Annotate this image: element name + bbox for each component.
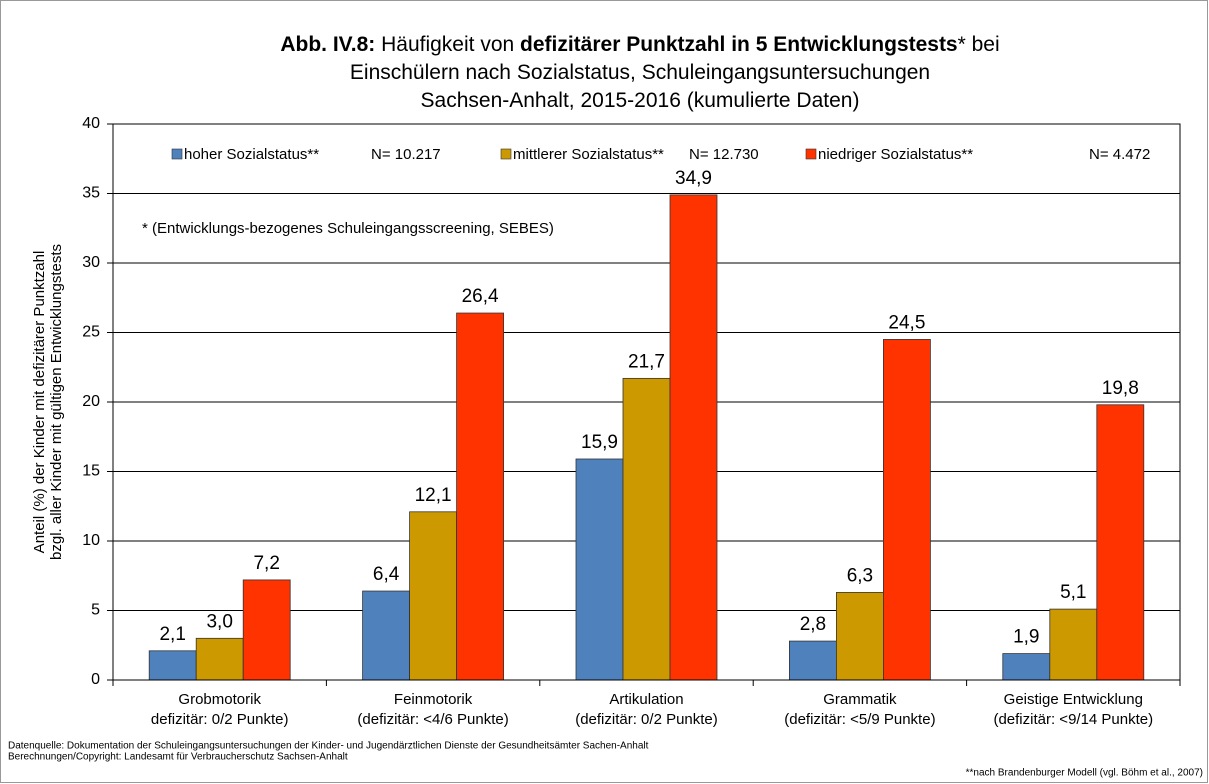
y-axis-label: Anteil (%) der Kinder mit defizitärer Pu… (31, 251, 48, 554)
y-tick-label: 0 (91, 671, 100, 688)
bar (1002, 653, 1051, 681)
bar (575, 458, 624, 681)
chart-title: Sachsen-Anhalt, 2015-2016 (kumulierte Da… (421, 89, 860, 112)
value-label: 6,3 (847, 565, 873, 586)
bar (1096, 404, 1145, 681)
title-part: Einschülern nach Sozialstatus, Schuleing… (350, 61, 930, 84)
title-part: Sachsen-Anhalt, 2015-2016 (kumulierte Da… (421, 89, 860, 112)
bar (456, 312, 505, 681)
value-label: 6,4 (373, 564, 400, 585)
value-label: 1,9 (1013, 627, 1039, 648)
legend-n: N= 4.472 (1089, 146, 1150, 163)
value-label: 2,1 (159, 624, 185, 645)
value-label: 24,5 (888, 312, 925, 333)
legend-label: niedriger Sozialstatus** (818, 146, 973, 163)
bar (789, 640, 837, 681)
y-tick-label: 40 (82, 115, 100, 132)
bar (836, 592, 884, 681)
bar (195, 637, 244, 681)
title-part: * bei (958, 33, 1000, 56)
plot-border (112, 123, 1181, 681)
x-tick-label: (defizitär: <9/14 Punkte) (993, 711, 1153, 728)
x-tick-label: Grammatik (823, 691, 897, 708)
value-label: 26,4 (462, 286, 499, 307)
bar (409, 511, 458, 681)
x-tick-label: (defizitär: 0/2 Punkte) (575, 711, 718, 728)
value-label: 5,1 (1060, 582, 1086, 603)
legend-n: N= 10.217 (371, 146, 441, 163)
y-tick-label: 25 (82, 324, 100, 341)
x-tick-label: (defizitär: <5/9 Punkte) (784, 711, 935, 728)
y-tick-label: 20 (82, 393, 100, 410)
y-axis-label: bzgl. aller Kinder mit gültigen Entwickl… (48, 244, 65, 560)
bar (148, 650, 197, 681)
bar (1049, 608, 1098, 681)
value-label: 3,0 (206, 611, 232, 632)
value-label: 15,9 (581, 432, 618, 453)
legend-swatch (805, 148, 817, 160)
bar (362, 590, 411, 681)
value-label: 12,1 (415, 485, 452, 506)
y-tick-label: 30 (82, 254, 100, 271)
value-label: 2,8 (800, 614, 826, 635)
x-tick-label: defizitär: 0/2 Punkte) (151, 711, 289, 728)
value-label: 34,9 (675, 168, 712, 189)
y-tick-label: 10 (82, 532, 100, 549)
bar (622, 377, 671, 681)
chart-title: Abb. IV.8: Häufigkeit von defizitärer Pu… (280, 33, 999, 56)
x-tick-label: Artikulation (609, 691, 683, 708)
legend-swatch (171, 148, 183, 160)
footer-note: Berechnungen/Copyright: Landesamt für Ve… (8, 752, 348, 763)
footer-note: **nach Brandenburger Modell (vgl. Böhm e… (966, 768, 1203, 779)
bar (669, 194, 718, 681)
x-tick-label: Grobmotorik (178, 691, 261, 708)
y-tick-label: 5 (91, 602, 100, 619)
y-tick-label: 35 (82, 185, 100, 202)
title-part: defizitärer Punktzahl in 5 Entwicklungst… (520, 33, 958, 56)
bar (242, 579, 291, 681)
value-label: 21,7 (628, 351, 665, 372)
chart-title: Einschülern nach Sozialstatus, Schuleing… (350, 61, 930, 84)
value-label: 19,8 (1102, 378, 1139, 399)
x-tick-label: Feinmotorik (394, 691, 473, 708)
value-label: 7,2 (253, 553, 279, 574)
annotation: * (Entwicklungs-bezogenes Schuleingangss… (142, 220, 554, 237)
x-tick-label: Geistige Entwicklung (1004, 691, 1143, 708)
legend-n: N= 12.730 (689, 146, 759, 163)
legend-swatch (500, 148, 512, 160)
legend-label: hoher Sozialstatus** (184, 146, 319, 163)
footer-note: Datenquelle: Dokumentation der Schuleing… (8, 741, 649, 752)
legend-label: mittlerer Sozialstatus** (513, 146, 664, 163)
title-part: Häufigkeit von (375, 33, 520, 56)
y-tick-label: 15 (82, 463, 100, 480)
x-tick-label: (defizitär: <4/6 Punkte) (357, 711, 508, 728)
title-part: Abb. IV.8: (280, 33, 375, 56)
bar (883, 339, 931, 681)
